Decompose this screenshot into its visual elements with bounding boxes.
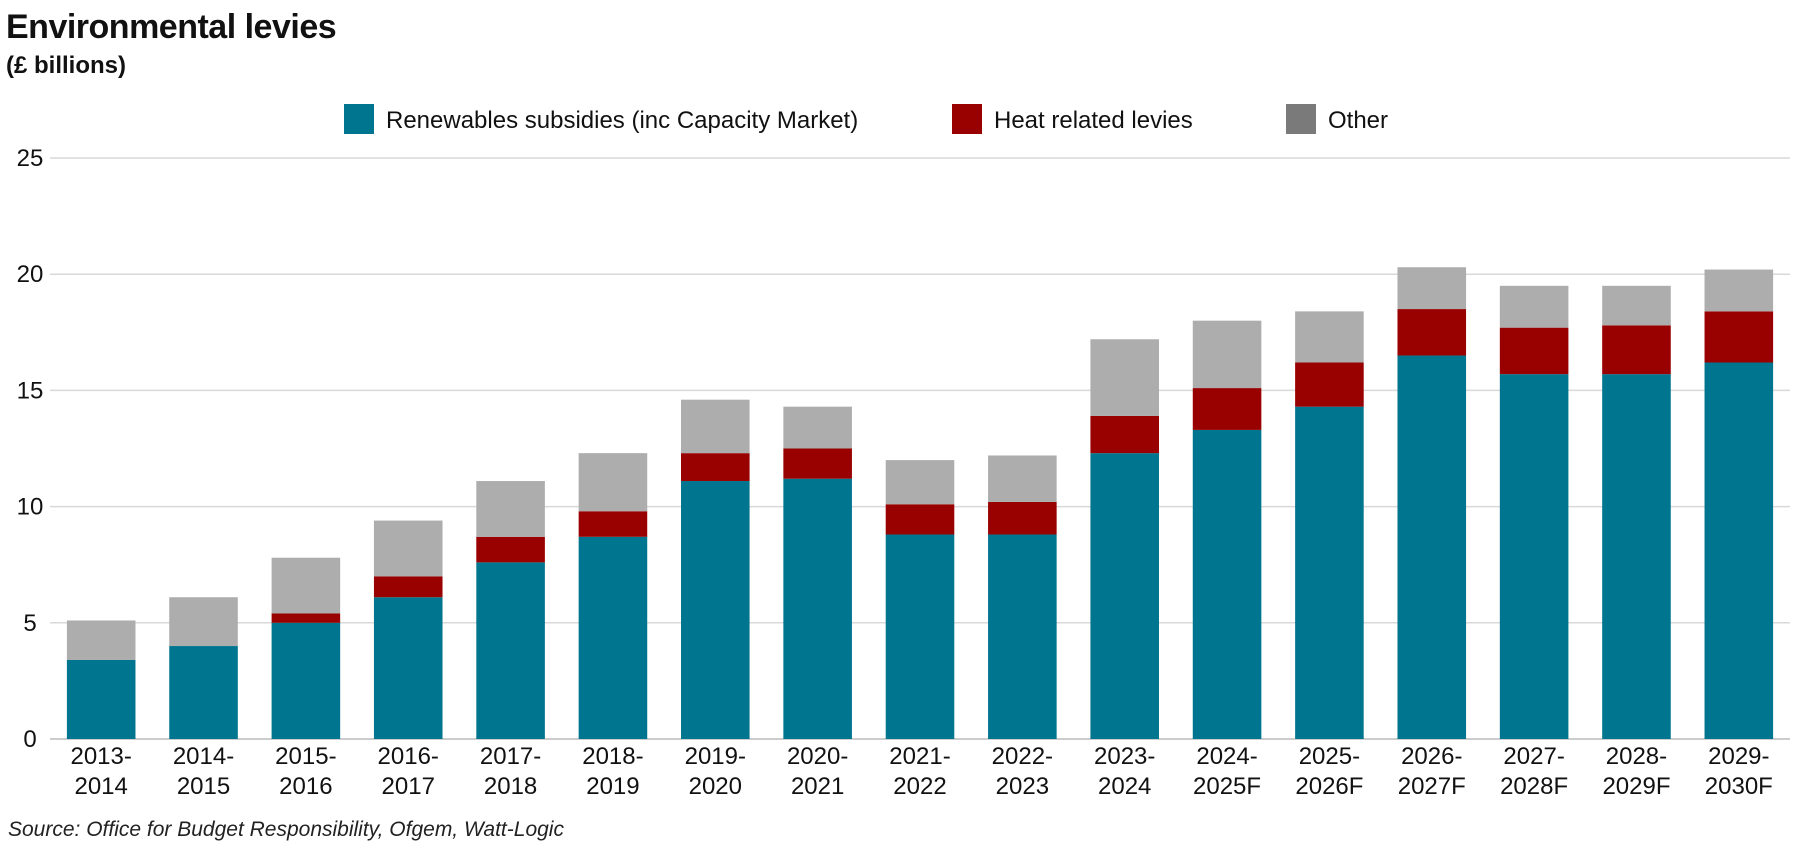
x-tick-label: 2017- bbox=[480, 743, 541, 770]
bar-segment bbox=[988, 501, 1057, 535]
y-tick-label: 5 bbox=[23, 610, 36, 637]
x-tick-label: 2028- bbox=[1606, 743, 1667, 770]
bar-segment bbox=[1499, 285, 1569, 328]
bar-segment bbox=[1602, 325, 1671, 375]
x-tick-label: 2029F bbox=[1602, 773, 1670, 800]
bar-segment bbox=[1090, 415, 1159, 454]
bar-segment bbox=[783, 478, 852, 739]
bar-segment bbox=[1192, 320, 1262, 389]
x-tick-label: 2024- bbox=[1196, 743, 1257, 770]
x-tick-label: 2028F bbox=[1500, 773, 1568, 800]
x-tick-label: 2020- bbox=[787, 743, 848, 770]
x-tick-label: 2027- bbox=[1503, 743, 1564, 770]
x-tick-label: 2021- bbox=[889, 743, 950, 770]
x-tick-label: 2014- bbox=[173, 743, 234, 770]
bar-segment bbox=[373, 576, 443, 598]
y-tick-label: 25 bbox=[17, 145, 44, 172]
x-tick-label: 2018- bbox=[582, 743, 643, 770]
chart-title: Environmental levies bbox=[6, 8, 337, 46]
x-tick-label: 2030F bbox=[1705, 773, 1773, 800]
x-tick-label: 2022- bbox=[992, 743, 1053, 770]
bar-segment bbox=[1192, 388, 1262, 430]
legend-label: Heat related levies bbox=[994, 107, 1193, 134]
legend-swatch bbox=[344, 104, 374, 134]
x-tick-label: 2017 bbox=[382, 773, 435, 800]
x-tick-label: 2015 bbox=[177, 773, 230, 800]
x-tick-label: 2020 bbox=[689, 773, 742, 800]
y-tick-label: 10 bbox=[17, 494, 44, 521]
bar-segment bbox=[988, 534, 1057, 739]
bar-segment bbox=[1397, 355, 1467, 739]
bar-segment bbox=[681, 399, 750, 454]
bar-segment bbox=[1602, 285, 1671, 326]
x-tick-label: 2019 bbox=[586, 773, 639, 800]
x-tick-label: 2023- bbox=[1094, 743, 1155, 770]
y-tick-label: 0 bbox=[23, 726, 36, 753]
bar-segment bbox=[476, 536, 545, 563]
x-tick-label: 2018 bbox=[484, 773, 537, 800]
bar-segment bbox=[169, 597, 238, 647]
bar-segment bbox=[578, 536, 648, 739]
y-tick-label: 15 bbox=[17, 377, 44, 404]
x-tick-label: 2016- bbox=[378, 743, 439, 770]
bar-segment bbox=[783, 448, 852, 479]
bar-segment bbox=[1499, 374, 1569, 739]
bar-segment bbox=[681, 453, 750, 482]
bar-segment bbox=[476, 562, 545, 739]
x-tick-label: 2015- bbox=[275, 743, 336, 770]
x-tick-label: 2016 bbox=[279, 773, 332, 800]
bar-segment bbox=[885, 534, 955, 739]
bar-segment bbox=[373, 520, 443, 577]
bar-segment bbox=[1704, 311, 1774, 363]
x-tick-label: 2021 bbox=[791, 773, 844, 800]
bar-segment bbox=[1397, 309, 1467, 356]
bar-segment bbox=[1602, 374, 1671, 739]
bar-segment bbox=[885, 460, 955, 505]
x-tick-label: 2014 bbox=[74, 773, 127, 800]
x-tick-label: 2027F bbox=[1398, 773, 1466, 800]
chart-subtitle: (£ billions) bbox=[6, 52, 126, 79]
x-tick-label: 2022 bbox=[893, 773, 946, 800]
bar-segment bbox=[1704, 362, 1774, 739]
bar-segment bbox=[1397, 267, 1467, 310]
legend-label: Other bbox=[1328, 107, 1388, 134]
x-tick-label: 2013- bbox=[70, 743, 131, 770]
bar-segment bbox=[1295, 362, 1364, 407]
bar-segment bbox=[66, 659, 136, 739]
bar-segment bbox=[1295, 406, 1364, 739]
bar-segment bbox=[1090, 339, 1159, 416]
bar-segment bbox=[373, 597, 443, 739]
bar-segment bbox=[271, 622, 341, 739]
x-tick-label: 2026- bbox=[1401, 743, 1462, 770]
bar-segment bbox=[988, 455, 1057, 502]
x-tick-label: 2026F bbox=[1295, 773, 1363, 800]
source-note: Source: Office for Budget Responsibility… bbox=[8, 818, 564, 841]
bar-segment bbox=[1192, 429, 1262, 739]
legend-swatch bbox=[952, 104, 982, 134]
bar-segment bbox=[681, 481, 750, 739]
bar-segment bbox=[169, 646, 238, 739]
x-tick-label: 2024 bbox=[1098, 773, 1151, 800]
bar-segment bbox=[783, 406, 852, 449]
bar-segment bbox=[885, 504, 955, 535]
bar-segment bbox=[1295, 311, 1364, 363]
x-tick-label: 2023 bbox=[996, 773, 1049, 800]
y-tick-label: 20 bbox=[17, 261, 44, 288]
legend-label: Renewables subsidies (inc Capacity Marke… bbox=[386, 107, 858, 134]
bar-segment bbox=[1090, 453, 1159, 739]
bar-segment bbox=[271, 557, 341, 614]
bar-segment bbox=[578, 511, 648, 537]
bar-segment bbox=[271, 613, 341, 623]
bar-segment bbox=[66, 620, 136, 660]
bar-segment bbox=[1704, 269, 1774, 312]
legend-swatch bbox=[1286, 104, 1316, 134]
x-tick-label: 2025F bbox=[1193, 773, 1261, 800]
x-tick-label: 2019- bbox=[685, 743, 746, 770]
x-tick-label: 2025- bbox=[1299, 743, 1360, 770]
bar-segment bbox=[578, 453, 648, 512]
bar-segment bbox=[476, 481, 545, 537]
x-tick-label: 2029- bbox=[1708, 743, 1769, 770]
bar-segment bbox=[1499, 327, 1569, 375]
